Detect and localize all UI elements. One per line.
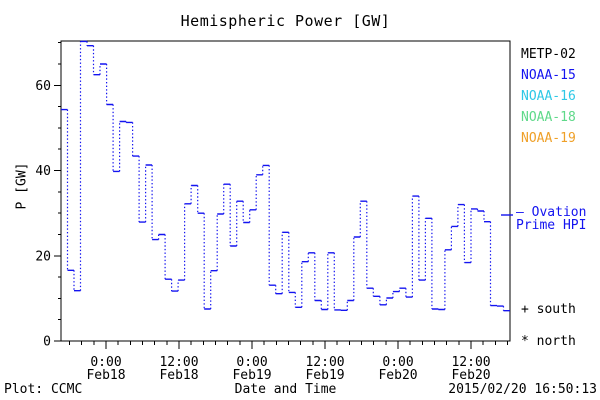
x-tick-time-label: 0:00 [90,355,121,370]
plot-frame [60,40,511,342]
plus-marker-icon: + [521,302,529,317]
north-marker-label: north [536,334,576,349]
page-title: Hemispheric Power [GW] [180,12,391,30]
legend-item-noaa18: NOAA-18 [521,110,576,125]
south-marker-legend: + south [521,302,576,317]
x-tick-time-label: 0:00 [236,355,267,370]
x-tick-time-label: 0:00 [382,355,413,370]
x-tick-time-label: 12:00 [159,355,198,370]
x-tick-time-label: 12:00 [305,355,344,370]
x-tick-date-label: Feb18 [159,368,198,383]
north-marker-legend: * north [521,334,576,349]
satellite-legend: METP-02 NOAA-15 NOAA-16 NOAA-18 NOAA-19 [521,44,576,149]
plot-timestamp: 2015/02/20 16:50:13 [448,382,597,397]
x-tick-date-label: Feb18 [86,368,125,383]
y-tick-label: 0 [43,335,51,350]
ovation-prime-legend: — Ovation Prime HPI [516,206,586,232]
plot-source-label: Plot: CCMC [4,382,83,397]
ovation-legend-line2: Prime HPI [516,218,587,233]
y-tick-label: 60 [35,79,51,94]
legend-item-metp02: METP-02 [521,47,576,62]
y-tick-label: 20 [35,249,51,264]
y-axis-title: P [GW] [14,162,30,210]
y-tick-label: 40 [35,164,51,179]
x-tick-date-label: Feb19 [305,368,344,383]
x-tick-time-label: 12:00 [451,355,490,370]
south-marker-label: south [536,302,576,317]
x-tick-date-label: Feb19 [232,368,271,383]
ovation-legend-line1: — Ovation [516,205,587,220]
hpi-step-connectors [66,41,505,311]
legend-item-noaa16: NOAA-16 [521,89,576,104]
x-axis-title: Date and Time [234,382,337,397]
legend-item-noaa19: NOAA-19 [521,131,576,146]
x-tick-date-label: Feb20 [378,368,417,383]
x-tick-date-label: Feb20 [451,368,490,383]
hpi-step-line [61,40,510,312]
asterisk-marker-icon: * [521,334,529,349]
legend-item-noaa15: NOAA-15 [521,68,576,83]
